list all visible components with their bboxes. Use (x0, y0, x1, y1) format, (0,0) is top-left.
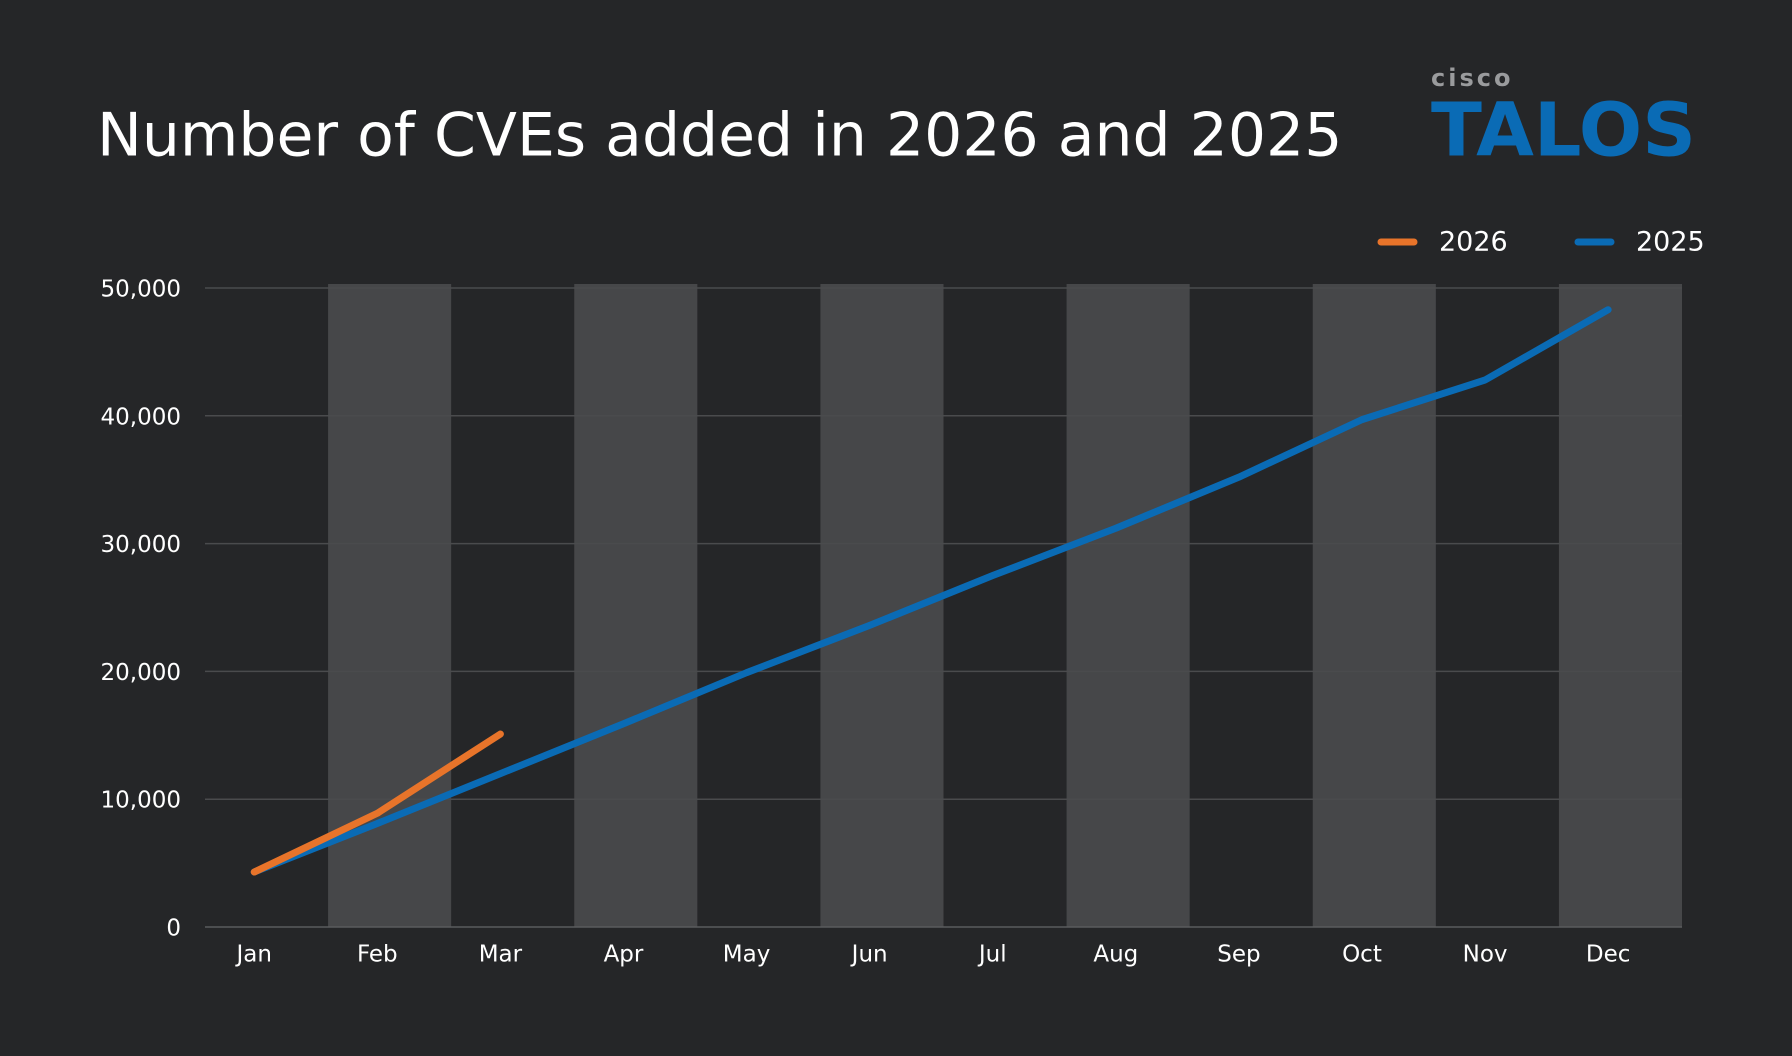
y-tick-label: 20,000 (101, 660, 181, 686)
chart-title: Number of CVEs added in 2026 and 2025 (97, 101, 1342, 171)
x-tick-label: Aug (1093, 942, 1138, 968)
column-band (1558, 284, 1682, 927)
x-tick-label: Jan (234, 942, 271, 968)
x-tick-label: May (723, 942, 771, 968)
x-tick-label: Feb (357, 942, 398, 968)
x-tick-label: Dec (1586, 942, 1631, 968)
column-band (574, 284, 698, 927)
x-tick-label: Jul (977, 942, 1007, 968)
y-tick-label: 10,000 (101, 788, 181, 814)
y-tick-label: 0 (166, 916, 181, 942)
y-tick-label: 40,000 (101, 404, 181, 430)
series-line (250, 730, 504, 876)
column-band (1066, 284, 1190, 927)
x-tick-label: Apr (604, 942, 644, 968)
logo-brand: cisco (1431, 64, 1513, 92)
y-tick-label: 50,000 (101, 277, 181, 303)
legend-label: 2026 (1439, 227, 1508, 258)
y-tick-label: 30,000 (101, 532, 181, 558)
x-tick-label: Oct (1342, 942, 1382, 968)
column-bands (328, 284, 1682, 927)
logo-product: TALOS (1431, 88, 1696, 174)
series-line (250, 306, 1612, 876)
x-tick-label: Sep (1217, 942, 1260, 968)
x-tick-label: Nov (1463, 942, 1508, 968)
x-tick-label: Mar (479, 942, 523, 968)
x-tick-label: Jun (850, 942, 888, 968)
column-band (1312, 284, 1436, 927)
legend-label: 2025 (1636, 227, 1705, 258)
